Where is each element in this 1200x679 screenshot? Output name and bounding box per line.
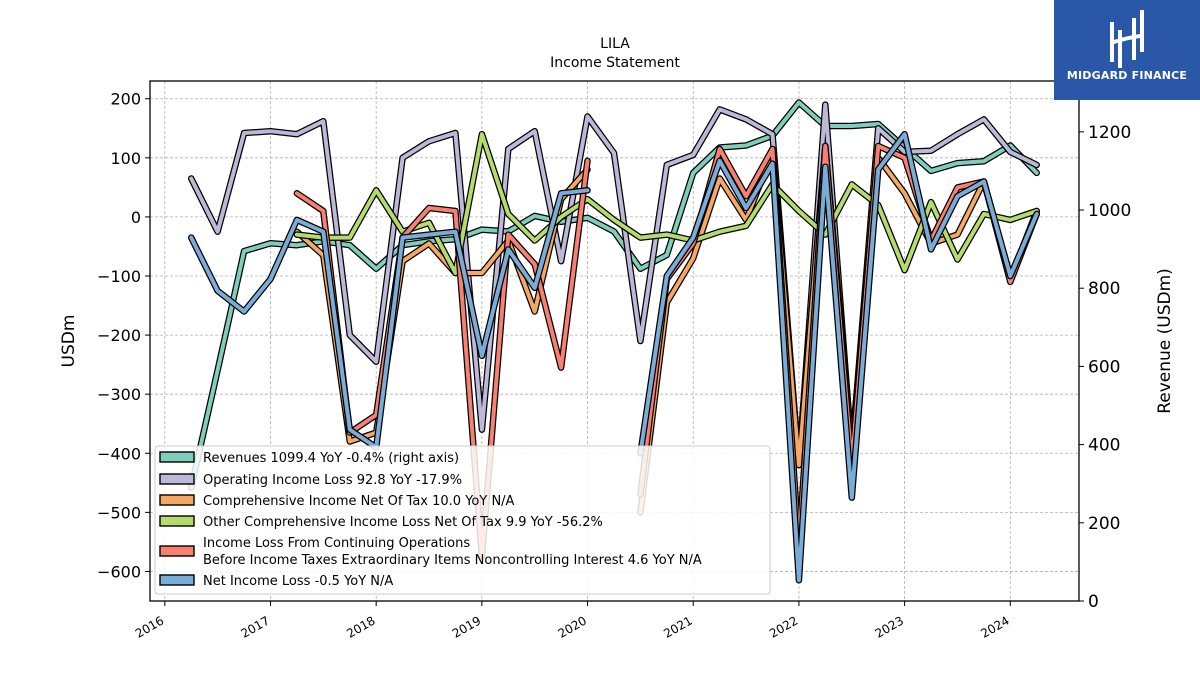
y-tick-label: −400	[97, 444, 141, 463]
y2-tick-label: 1000	[1088, 201, 1131, 221]
y-tick-label: 0	[131, 208, 141, 227]
logo-mark-icon	[1110, 10, 1144, 68]
series-5-line	[638, 132, 1039, 583]
logo-text: MIDGARD FINANCE	[1066, 69, 1188, 82]
y2-tick-label: 400	[1088, 436, 1120, 456]
x-tick-label: 2019	[450, 613, 483, 640]
x-tick-label: 2017	[239, 613, 272, 640]
x-tick-label: 2021	[661, 613, 694, 640]
legend-label: Revenues 1099.4 YoY -0.4% (right axis)	[203, 451, 459, 466]
y-axis-label: USDm	[59, 315, 79, 368]
y2-tick-label: 1200	[1088, 123, 1131, 143]
x-tick-label: 2020	[556, 613, 589, 640]
legend-label: Income Loss From Continuing Operations	[203, 536, 470, 551]
x-tick-label: 2023	[873, 613, 906, 640]
legend-label: Before Income Taxes Extraordinary Items …	[203, 553, 702, 568]
legend: Revenues 1099.4 YoY -0.4% (right axis) Op…	[154, 445, 771, 595]
legend-label: Net Income Loss -0.5 YoY N/A	[203, 574, 393, 589]
legend-box	[154, 445, 771, 595]
chart-subtitle: Income Statement	[550, 55, 680, 71]
y-tick-label: −100	[97, 267, 141, 286]
legend-swatch	[159, 473, 195, 485]
y2-tick-label: 600	[1088, 357, 1120, 377]
legend-label: Other Comprehensive Income Loss Net Of T…	[203, 515, 603, 530]
y-tick-label: 100	[110, 149, 141, 168]
y2-tick-label: 0	[1088, 592, 1099, 612]
legend-swatch	[159, 451, 195, 463]
chart-title: LILA	[600, 36, 630, 52]
series-5-line	[189, 188, 590, 450]
brand-logo: MIDGARD FINANCE	[1054, 0, 1200, 100]
x-tick-label: 2022	[767, 613, 800, 640]
y2-tick-label: 200	[1088, 514, 1120, 534]
y-tick-label: −300	[97, 385, 141, 404]
legend-swatch	[159, 515, 195, 527]
y2-tick-label: 800	[1088, 279, 1120, 299]
legend-swatch	[159, 574, 195, 586]
legend-label: Operating Income Loss 92.8 YoY -17.9%	[203, 473, 462, 488]
plot-frame	[149, 80, 1080, 602]
y2-axis-label: Revenue (USDm)	[1155, 268, 1175, 414]
x-tick-label: 2018	[344, 613, 377, 640]
legend-label: Comprehensive Income Net Of Tax 10.0 YoY…	[203, 494, 515, 509]
x-tick-label: 2024	[978, 613, 1011, 640]
series-5-outline	[187, 187, 591, 451]
y-tick-label: −600	[97, 562, 141, 581]
y-tick-label: −200	[97, 326, 141, 345]
series-0-line	[189, 100, 1039, 490]
y-tick-label: −500	[97, 503, 141, 522]
series-layer	[187, 99, 1040, 584]
legend-swatch	[159, 545, 195, 557]
x-tick-label: 2016	[133, 613, 166, 640]
y-tick-label: 200	[110, 90, 141, 109]
series-3-line	[294, 132, 1039, 275]
legend-swatch	[159, 494, 195, 506]
